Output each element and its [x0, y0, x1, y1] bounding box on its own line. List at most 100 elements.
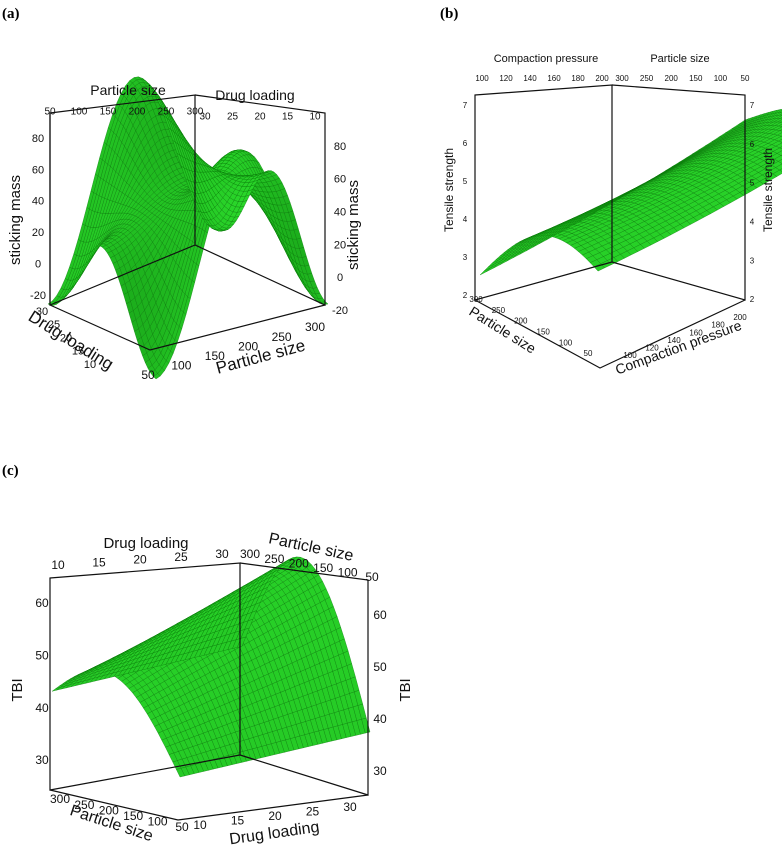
panel-a-bottom-y-tick-label: 30 [36, 306, 48, 318]
panel-a-top-y-tick-label: 15 [282, 112, 294, 123]
panel-a-label: (a) [2, 6, 20, 22]
panel-a-left-z-tick-label: 0 [35, 259, 41, 271]
panel-b-bottom-x-tick-label: 100 [623, 351, 637, 360]
panel-a-left-z-tick-label: 80 [32, 133, 44, 145]
panel-a-left-z-tick-label: -20 [30, 290, 46, 302]
panel-c-bottom-x-tick-label: 30 [343, 800, 357, 814]
panel-a-top-x-tick-label: 50 [44, 107, 56, 118]
panel-a-bottom-y-tick-label: 20 [60, 332, 72, 344]
panel-b-top-x-tick-label: 140 [523, 74, 537, 83]
panel-a-left-z-tick-label: 60 [32, 164, 44, 176]
panel-b-left-z-tick-label: 6 [463, 139, 468, 148]
panel-b-bottom-xlabel: Compaction pressure [613, 317, 744, 378]
panel-b-bottom-x-tick-label: 200 [733, 313, 747, 322]
panel-b-bottom-y-tick-label: 100 [559, 338, 573, 347]
panel-b-top-y-tick-label: 300 [615, 74, 629, 83]
panel-a-bottom-y-tick-label: 25 [48, 319, 60, 331]
panel-a-bottom-xlabel: Particle size [214, 336, 307, 378]
panel-b-surface-patch [779, 168, 782, 172]
panel-a-top-y-tick-label: 30 [199, 112, 211, 123]
panel-a-top-x-tick-label: 100 [71, 107, 88, 118]
panel-a-bottom-y-tick-label: 10 [84, 359, 96, 371]
panel-a-top-x-tick-label: 300 [187, 107, 204, 118]
panel-a-bottom-x-tick-label: 200 [238, 339, 258, 353]
panel-b-surface [479, 109, 782, 276]
panel-b-top-ylabel: Particle size [650, 53, 709, 65]
panel-a-right-z-tick-label: -20 [332, 305, 348, 317]
panel-b-top-y-tick-label: 100 [714, 74, 728, 83]
panel-b-zlabel-right: Tensile strength [761, 148, 775, 232]
panel-c-zlabel-left: TBI [9, 678, 26, 701]
panel-b-bottom-x-tick-label: 180 [711, 321, 725, 330]
panel-b-label: (b) [440, 6, 458, 22]
panel-b-top-y-tick-label: 50 [741, 74, 750, 83]
panel-c-top-y-tick-label: 200 [289, 556, 309, 570]
panel-c-zlabel-right: TBI [397, 678, 414, 701]
panel-c-top-x-tick-label: 25 [174, 550, 188, 564]
panel-a-left-z-tick-label: 40 [32, 196, 44, 208]
panel-a-zlabel-left: sticking mass [7, 175, 24, 265]
panel-c-right-z-tick-label: 60 [373, 608, 387, 622]
panel-b-bottom-x-tick-label: 160 [689, 328, 703, 337]
panel-b-top-xlabel: Compaction pressure [494, 53, 599, 65]
panel-a-right-z-tick-label: 40 [334, 207, 346, 219]
panel-b-surface-patch [479, 267, 491, 276]
panel-b-top-y-tick-label: 150 [689, 74, 703, 83]
panel-c-top-y-tick-label: 100 [338, 566, 358, 580]
panel-a-top-x-tick-label: 200 [129, 107, 146, 118]
panel-b-surface-patch [777, 159, 782, 164]
panel-c-label: (c) [2, 463, 19, 479]
panel-b-zlabel-left: Tensile strength [442, 148, 456, 232]
panel-c-left-z-tick-label: 50 [35, 649, 49, 663]
panel-b-bottom-y-tick-label: 150 [537, 328, 551, 337]
panel-b: (b) 100 120 140 160 180 200 300 250 200 150 100 50 7… [440, 6, 782, 378]
panel-c-bottom-x-tick-label: 10 [193, 818, 207, 832]
panel-c-right-z-tick-label: 30 [373, 764, 387, 778]
panel-a-right-z-tick-label: 20 [334, 239, 346, 251]
panel-b-right-z-tick-label: 7 [750, 101, 755, 110]
panel-c-bottom-y-tick-label: 250 [74, 798, 94, 812]
panel-a-bottom-x-tick-label: 300 [305, 320, 325, 334]
panel-a-top-x-tick-label: 150 [100, 107, 117, 118]
panel-b-left-z-tick-label: 3 [463, 253, 468, 262]
panel-b-bottom-y-tick-label: 200 [514, 317, 528, 326]
panel-b-left-z-tick-label: 5 [463, 177, 468, 186]
panel-c-bottom-y-tick-label: 200 [99, 803, 119, 817]
panel-c-surface [51, 556, 371, 778]
panel-a-top-y-tick-label: 20 [254, 112, 266, 123]
panel-c-bottom-x-tick-label: 15 [231, 814, 245, 828]
panel-c: (c) 10 15 20 25 30 300 250 200 150 100 50 60 50 40 30 6… [2, 463, 414, 848]
panel-b-axes [474, 84, 746, 369]
panel-c-bottom-x-tick-label: 20 [268, 809, 282, 823]
panel-c-left-z-tick-label: 60 [35, 596, 49, 610]
panel-b-right-z-tick-label: 4 [750, 218, 755, 227]
panel-b-top-x-tick-label: 100 [475, 74, 489, 83]
panel-b-bottom-x-tick-label: 120 [645, 344, 659, 353]
panel-c-left-z-tick-label: 30 [35, 753, 49, 767]
panel-c-top-x-tick-label: 10 [51, 558, 65, 572]
panel-b-right-z-tick-label: 2 [750, 295, 755, 304]
panel-c-top-x-tick-label: 20 [133, 553, 147, 567]
panel-a-right-z-tick-label: 60 [334, 174, 346, 186]
panel-b-top-x-tick-label: 180 [571, 74, 585, 83]
panel-a-top-xlabel: Particle size [90, 82, 166, 98]
panel-a-bottom-x-tick-label: 150 [205, 349, 225, 363]
panel-a-left-z-tick-label: 20 [32, 227, 44, 239]
panel-c-top-y-tick-label: 50 [365, 570, 379, 584]
panel-c-top-x-tick-label: 15 [92, 555, 106, 569]
panel-c-right-z-tick-label: 40 [373, 712, 387, 726]
panel-b-left-z-tick-label: 2 [463, 291, 468, 300]
panel-a-top-y-tick-label: 25 [227, 112, 239, 123]
panel-c-bottom-y-tick-label: 150 [123, 809, 143, 823]
panel-a-top-y-tick-label: 10 [309, 112, 321, 123]
panel-a-right-z-tick-label: 0 [337, 272, 343, 284]
panel-a-bottom-y-tick-label: 15 [72, 346, 84, 358]
panel-c-top-x-tick-label: 30 [215, 547, 229, 561]
panel-b-right-z-tick-label: 3 [750, 256, 755, 265]
panel-b-surface-patch [778, 138, 782, 143]
panel-a-surface-patch [215, 228, 224, 232]
panel-b-bottom-y-tick-label: 250 [492, 306, 506, 315]
panel-b-surface-patch [738, 118, 749, 125]
panel-c-top-y-tick-label: 150 [313, 561, 333, 575]
